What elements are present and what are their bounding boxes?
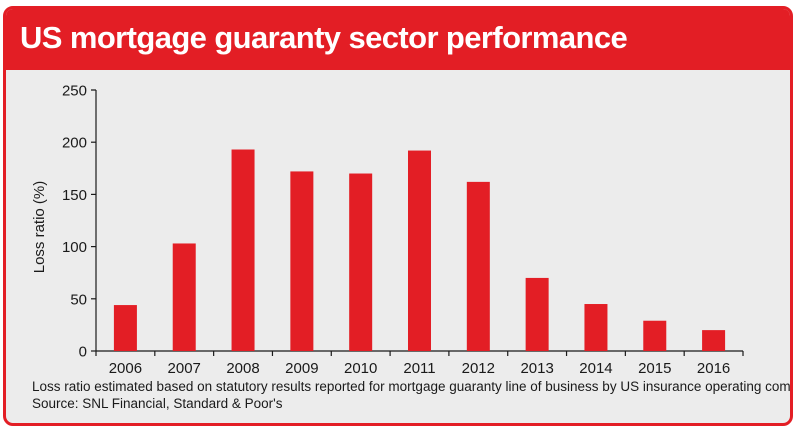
bar-2010 [349,173,373,351]
x-tick-label: 2014 [579,360,612,377]
x-tick-label: 2016 [697,360,730,377]
y-tick-label: 250 [62,83,87,100]
y-tick-label: 0 [79,344,87,361]
y-tick-label: 100 [62,239,87,256]
bar-2014 [584,304,608,351]
bars [113,149,726,351]
bar-2016 [702,330,726,351]
x-tick-label: 2006 [109,360,142,377]
x-tick-label: 2010 [344,360,377,377]
bar-2008 [231,149,255,351]
bar-2012 [466,181,490,351]
x-tick-label: 2013 [520,360,553,377]
bar-2007 [172,243,196,351]
y-axis-label: Loss ratio (%) [31,181,48,274]
x-tick-label: 2011 [403,360,435,377]
title-banner: US mortgage guaranty sector performance [6,9,790,70]
x-tick-label: 2012 [462,360,495,377]
x-axis: 2006 2007 2008 2009 2010 2011 2012 2013 2014 2015… [95,350,744,377]
bar-2009 [290,171,314,351]
bar-2013 [525,277,549,351]
bar-2011 [408,150,431,351]
y-tick-label: 200 [62,135,87,152]
x-tick-label: 2009 [285,360,318,377]
y-tick-label: 50 [70,291,87,308]
chart-card: US mortgage guaranty sector performance … [3,6,793,426]
x-tick-label: 2008 [226,360,259,377]
footnote-source: Source: SNL Financial, Standard & Poor's [32,396,283,411]
y-tick-label: 150 [62,187,87,204]
bar-2006 [113,305,137,351]
x-tick-label: 2007 [168,360,201,377]
bar-2015 [643,320,667,351]
footnote-description: Loss ratio estimated based on statutory … [32,379,793,394]
chart-title: US mortgage guaranty sector performance [20,20,628,55]
y-axis: 0 50 100 150 200 250 [62,83,97,361]
x-tick-label: 2015 [638,360,671,377]
